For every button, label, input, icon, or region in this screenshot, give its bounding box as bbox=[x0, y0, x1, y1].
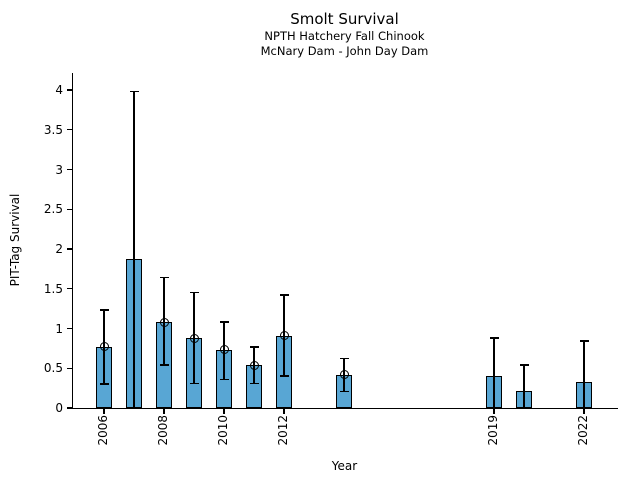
y-tick-label-1.5: 1.5 bbox=[43, 281, 63, 296]
error-cap-high-2019 bbox=[489, 337, 499, 339]
point-marker-2012 bbox=[279, 331, 289, 341]
y-tick-mark-0 bbox=[67, 407, 72, 409]
error-cap-low-2009 bbox=[189, 382, 199, 385]
error-cap-high-2014 bbox=[339, 357, 349, 360]
y-tick-label-0: 0 bbox=[55, 401, 63, 415]
x-tick-label-2010: 2010 bbox=[216, 415, 230, 446]
x-tick-mark-2008 bbox=[163, 409, 165, 414]
x-tick-label-2006: 2006 bbox=[96, 415, 110, 446]
point-marker-2011 bbox=[249, 360, 259, 370]
x-tick-mark-2012 bbox=[283, 409, 285, 414]
x-tick-mark-2006 bbox=[103, 409, 105, 414]
x-tick-mark-2010 bbox=[223, 409, 225, 414]
error-cap-low-2011 bbox=[249, 382, 259, 385]
error-bar-2019 bbox=[493, 338, 495, 408]
y-tick-label-2: 2 bbox=[55, 242, 63, 256]
y-tick-mark-1 bbox=[67, 327, 72, 330]
x-tick-label-2008: 2008 bbox=[156, 415, 170, 446]
error-cap-high-2010 bbox=[219, 321, 229, 323]
y-tick-mark-2 bbox=[67, 248, 72, 250]
x-tick-mark-2019 bbox=[493, 409, 495, 414]
y-tick-label-1: 1 bbox=[55, 321, 63, 336]
y-tick-label-4: 4 bbox=[55, 83, 63, 97]
error-cap-high-2012 bbox=[279, 294, 289, 296]
y-tick-label-2.5: 2.5 bbox=[43, 202, 63, 217]
y-tick-label-3: 3 bbox=[55, 162, 63, 177]
chart-title: Smolt Survival bbox=[290, 10, 399, 28]
chart-subtitle-line1: NPTH Hatchery Fall Chinook bbox=[264, 29, 425, 43]
error-cap-high-2006 bbox=[99, 309, 109, 311]
error-cap-low-2008 bbox=[159, 364, 169, 366]
error-cap-high-2008 bbox=[159, 276, 169, 279]
point-marker-2014 bbox=[339, 370, 349, 380]
y-tick-label-0.5: 0.5 bbox=[43, 361, 63, 376]
y-tick-mark-3.5 bbox=[67, 129, 72, 131]
y-tick-mark-4 bbox=[67, 89, 72, 91]
point-marker-2010 bbox=[219, 345, 229, 355]
point-marker-2009 bbox=[189, 333, 199, 343]
y-tick-label-3.5: 3.5 bbox=[43, 122, 63, 137]
point-marker-2008 bbox=[159, 317, 169, 327]
y-tick-mark-3 bbox=[67, 168, 72, 171]
error-cap-low-2010 bbox=[219, 378, 229, 381]
error-bar-2022 bbox=[583, 341, 585, 408]
error-bar-2020 bbox=[523, 365, 525, 408]
error-cap-high-2009 bbox=[189, 291, 199, 294]
x-tick-label-2019: 2019 bbox=[486, 415, 500, 446]
x-axis-label: Year bbox=[331, 459, 358, 473]
y-axis-label: PIT-Tag Survival bbox=[8, 193, 22, 287]
x-tick-label-2012: 2012 bbox=[276, 415, 290, 446]
plot-area bbox=[72, 73, 618, 409]
point-marker-2006 bbox=[99, 342, 109, 352]
y-tick-mark-1.5 bbox=[67, 288, 72, 290]
x-tick-label-2022: 2022 bbox=[576, 415, 590, 446]
x-tick-mark-2022 bbox=[583, 409, 585, 414]
chart-subtitle-line2: McNary Dam - John Day Dam bbox=[260, 44, 429, 58]
error-cap-high-2020 bbox=[519, 364, 529, 366]
error-cap-high-2011 bbox=[249, 346, 259, 348]
error-cap-high-2022 bbox=[579, 340, 589, 342]
error-cap-high-2007 bbox=[129, 90, 139, 93]
error-cap-low-2014 bbox=[339, 390, 349, 393]
y-tick-mark-0.5 bbox=[67, 367, 72, 369]
y-tick-mark-2.5 bbox=[67, 208, 72, 210]
error-bar-2007 bbox=[133, 91, 135, 408]
error-cap-low-2006 bbox=[99, 383, 109, 385]
error-cap-low-2012 bbox=[279, 375, 289, 377]
